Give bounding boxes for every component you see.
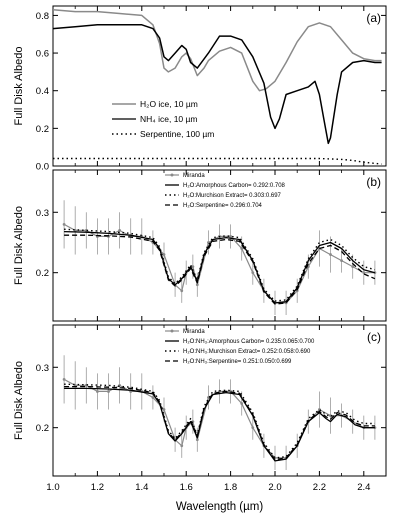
panel-3: 0.2 0.3 Full Disk Albedo (c) Miranda H₂O:NH₃:… xyxy=(13,324,387,477)
x-axis-label: Wavelength (µm) xyxy=(176,501,264,513)
y-tick-label: 0.2 xyxy=(36,268,49,279)
observed-point xyxy=(191,265,195,269)
legend-marker xyxy=(170,173,174,177)
observed-point xyxy=(96,390,99,393)
y-tick-label: 0.4 xyxy=(36,86,49,97)
observed-point xyxy=(362,271,366,275)
x-tick-label: 2.0 xyxy=(268,482,281,493)
x-tick-label: 1.2 xyxy=(91,482,104,493)
series-line-1 xyxy=(52,9,382,92)
observed-point xyxy=(240,247,244,250)
observed-point xyxy=(62,222,66,226)
y-tick-label: 0.2 xyxy=(36,124,49,135)
y-axis-label: Full Disk Albedo xyxy=(13,47,25,126)
observed-point xyxy=(151,396,155,399)
legend-label-3: H₂O:Serpentine= 0.296:0.704 xyxy=(183,203,263,209)
y-tick-label: 0.2 xyxy=(36,423,49,434)
observed-point xyxy=(62,377,66,381)
legend-label-1: H₂O ice, 10 µm xyxy=(140,99,198,109)
legend: H₂O ice, 10 µm NH₄ ice, 10 µm Serpentine, … xyxy=(112,99,214,139)
observed-point xyxy=(180,444,184,448)
legend-label-observed: Miranda xyxy=(183,173,205,179)
series-line-3 xyxy=(64,385,375,461)
legend-label-2: H₂O:Murchison Extract= 0.303:0.697 xyxy=(183,193,282,199)
observed-point xyxy=(162,253,166,256)
x-tick-label: 1.0 xyxy=(46,482,59,493)
panel-tag: (a) xyxy=(366,11,381,25)
y-tick-label: 0.3 xyxy=(36,208,49,219)
panel-1: 0.0 0.2 0.4 0.6 0.8 Full Disk Albedo (a) H₂O ic… xyxy=(13,5,387,173)
plot-frame xyxy=(52,5,387,167)
y-tick-label: 0.3 xyxy=(36,363,49,374)
observed-point xyxy=(195,438,199,442)
observed-point xyxy=(251,426,255,430)
plot-frame xyxy=(52,169,387,322)
legend-label-2: H₂O:NH₃:Murchison Extract= 0.252:0.058:0… xyxy=(183,349,311,355)
y-axis-label: Full Disk Albedo xyxy=(13,206,25,285)
series-line-2 xyxy=(64,228,376,302)
legend-label-1: H₂O:NH₃:Amorphous Carbon= 0.235:0.065:0.… xyxy=(183,339,315,345)
series-line-3 xyxy=(64,234,376,305)
observed-point xyxy=(195,283,199,287)
plot-frame xyxy=(52,324,387,477)
y-tick-label: 0.6 xyxy=(36,49,49,60)
series-line-1 xyxy=(64,230,376,304)
legend-label-3: H₂O:NH₃:Serpentine= 0.251:0.050:0.699 xyxy=(183,359,292,365)
legend: Miranda H₂O:Amorphous Carbon= 0.292:0.708… xyxy=(165,173,286,209)
observed-point xyxy=(162,408,166,411)
legend-label-observed: Miranda xyxy=(183,329,205,335)
observed-point xyxy=(340,259,343,262)
legend-label-1: H₂O:Amorphous Carbon= 0.292:0.708 xyxy=(183,183,286,189)
y-axis-label: Full Disk Albedo xyxy=(13,361,25,440)
observed-point xyxy=(229,235,233,238)
observed-point xyxy=(107,390,110,393)
observed-point xyxy=(351,265,355,269)
panel-tag: (c) xyxy=(367,330,381,344)
x-tick-label: 1.6 xyxy=(180,482,193,493)
panel-tag: (b) xyxy=(366,175,381,189)
y-tick-label: 0.8 xyxy=(36,11,49,22)
y-tick-label: 0.0 xyxy=(36,162,49,173)
series-line-2 xyxy=(52,24,382,145)
x-tick-label: 1.4 xyxy=(135,482,148,493)
observed-point xyxy=(240,402,244,405)
legend-marker xyxy=(170,329,174,333)
panel-2: 0.2 0.3 Full Disk Albedo (b) Miranda H₂O:Amor… xyxy=(13,169,387,322)
legend-label-2: NH₄ ice, 10 µm xyxy=(140,114,198,124)
legend-label-3: Serpentine, 100 µm xyxy=(140,129,214,139)
observed-point xyxy=(329,253,332,256)
observed-point xyxy=(118,229,121,232)
x-tick-label: 2.4 xyxy=(357,482,370,493)
observed-point xyxy=(180,289,184,293)
legend: Miranda H₂O:NH₃:Amorphous Carbon= 0.235:0… xyxy=(165,329,315,365)
x-tick-label: 2.2 xyxy=(313,482,326,493)
series-line-3 xyxy=(53,157,382,165)
x-tick-label: 1.8 xyxy=(224,482,237,493)
observed-point xyxy=(251,271,255,275)
